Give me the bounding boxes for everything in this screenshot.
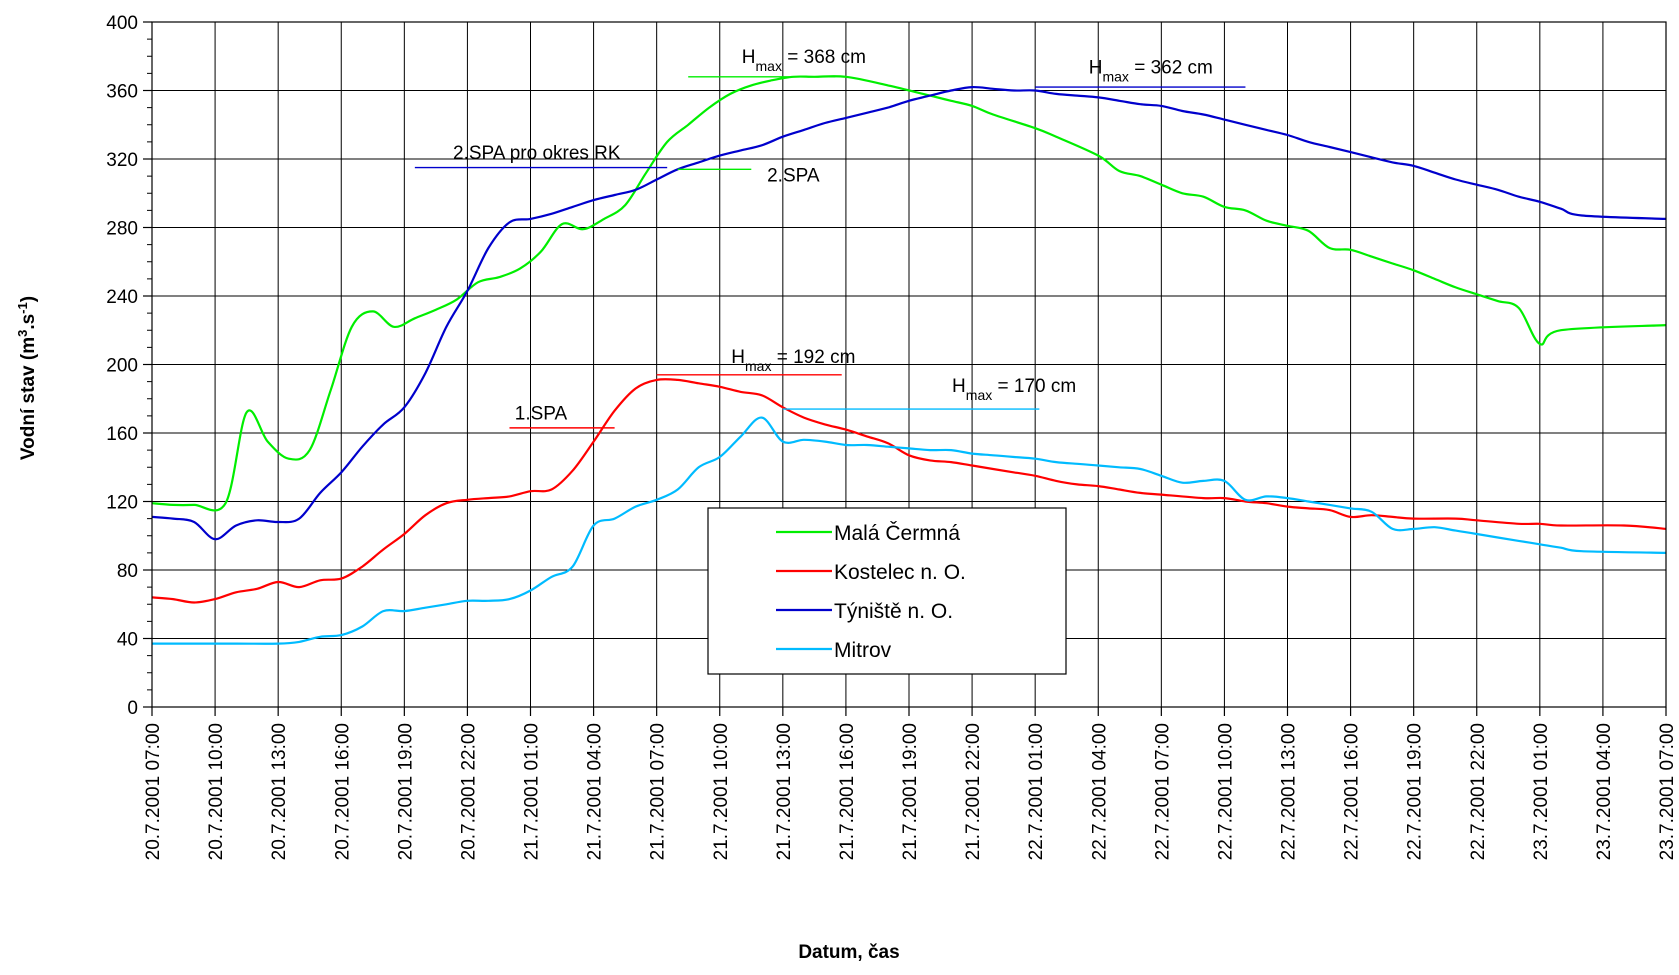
y-tick-label: 80	[117, 561, 138, 582]
x-tick-label: 22.7.2001 16:00	[1342, 723, 1363, 860]
x-tick-label: 20.7.2001 07:00	[143, 723, 164, 860]
legend-label-1: Kostelec n. O.	[834, 561, 966, 584]
x-tick-label: 22.7.2001 19:00	[1405, 723, 1426, 860]
x-tick-label: 22.7.2001 13:00	[1279, 723, 1300, 860]
y-tick-label: 40	[117, 630, 138, 651]
series-line-1	[151, 378, 1667, 604]
series-line-2	[151, 85, 1667, 541]
legend-label-3: Mitrov	[834, 639, 892, 662]
x-tick-label: 21.7.2001 07:00	[648, 723, 669, 860]
legend-box	[707, 507, 1067, 675]
annotation-label-spa2-rk: 2.SPA pro okres RK	[453, 143, 621, 164]
x-tick-label: 23.7.2001 01:00	[1531, 723, 1552, 860]
annotation-label-hmax-368: Hmax = 368 cm	[742, 47, 866, 74]
x-tick-label: 23.7.2001 04:00	[1594, 723, 1615, 860]
annotation-label-hmax-362: Hmax = 362 cm	[1089, 57, 1213, 84]
x-tick-label: 20.7.2001 19:00	[395, 723, 416, 860]
x-tick-label: 21.7.2001 19:00	[900, 723, 921, 860]
x-tick-label: 20.7.2001 13:00	[269, 723, 290, 860]
x-tick-label: 22.7.2001 07:00	[1152, 723, 1173, 860]
legend-label-0: Malá Čermná	[834, 522, 960, 545]
legend-label-2: Týniště n. O.	[834, 600, 953, 623]
y-tick-label: 200	[106, 356, 138, 377]
axes: 0 40 80 120 160 200 240 280 320 360 400 20.7.2001 0…	[106, 13, 1678, 860]
annotations: Hmax = 368 cm Hmax = 362 cm 2.SPA pro okre…	[414, 47, 1246, 429]
y-axis-title: Vodní stav (m3.s-1)	[15, 296, 40, 460]
x-tick-label: 20.7.2001 16:00	[332, 723, 353, 860]
series-line-3	[152, 416, 1667, 645]
y-tick-label: 400	[106, 13, 138, 34]
x-tick-label: 20.7.2001 22:00	[458, 723, 479, 860]
legend: Malá Čermná Kostelec n. O. Týniště n. O. Mi…	[707, 507, 1067, 675]
x-tick-label: 21.7.2001 13:00	[774, 723, 795, 860]
y-tick-label: 0	[127, 698, 138, 719]
x-axis-title: Datum, čas	[798, 942, 899, 963]
x-tick-label: 21.7.2001 01:00	[522, 723, 543, 860]
x-tick-label: 23.7.2001 07:00	[1657, 723, 1678, 860]
x-tick-label: 21.7.2001 10:00	[711, 723, 732, 860]
x-tick-label: 21.7.2001 04:00	[585, 723, 606, 860]
y-tick-label: 280	[106, 219, 138, 240]
x-tick-label: 22.7.2001 01:00	[1026, 723, 1047, 860]
x-tick-label: 21.7.2001 22:00	[963, 723, 984, 860]
y-tick-label: 240	[106, 287, 138, 308]
y-tick-label: 320	[106, 150, 138, 171]
annotation-label-hmax-170: Hmax = 170 cm	[952, 376, 1076, 403]
y-tick-label: 160	[106, 424, 138, 445]
y-tick-label: 360	[106, 82, 138, 103]
y-tick-label: 120	[106, 493, 138, 514]
x-tick-label: 22.7.2001 10:00	[1215, 723, 1236, 860]
x-tick-label: 20.7.2001 10:00	[206, 723, 227, 860]
annotation-label-hmax-192: Hmax = 192 cm	[731, 347, 855, 374]
annotation-label-spa1: 1.SPA	[515, 403, 568, 424]
annotation-label-spa2: 2.SPA	[767, 165, 820, 186]
plot-frame	[151, 21, 1667, 708]
x-tick-label: 22.7.2001 04:00	[1089, 723, 1110, 860]
x-tick-label: 21.7.2001 16:00	[837, 723, 858, 860]
x-tick-label: 22.7.2001 22:00	[1468, 723, 1489, 860]
